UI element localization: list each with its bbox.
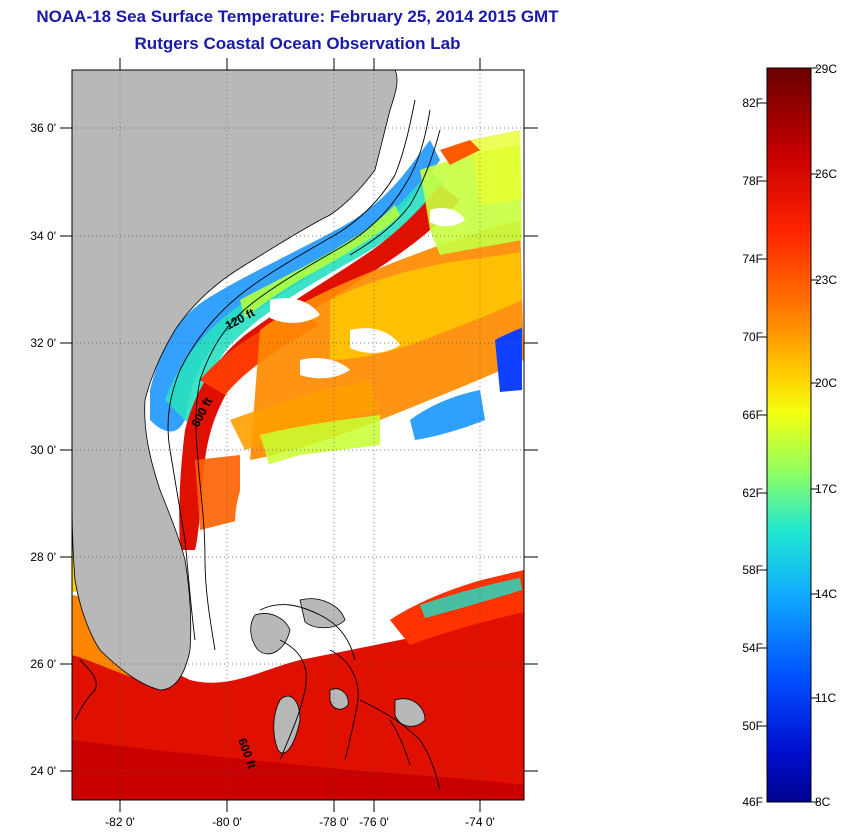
map-subtitle: Rutgers Coastal Ocean Observation Lab [134,34,461,53]
cb-f-46: 46F [742,795,763,809]
cb-f-50: 50F [742,719,763,733]
lon-label-82: -82 0' [105,815,135,829]
lat-label-24: 24 0' [30,764,56,778]
cb-f-74: 74F [742,252,763,266]
lat-label-30: 30 0' [30,443,56,457]
lon-label-80: -80 0' [212,815,242,829]
cb-f-62: 62F [742,486,763,500]
cb-c-11: 11C [815,691,836,705]
cb-c-23: 23C [815,273,837,287]
isobath-contours [74,99,441,791]
cb-c-26: 26C [815,167,837,181]
lon-label-78: -78 0' [319,815,349,829]
cb-f-78: 78F [742,174,763,188]
axis-ticks [60,58,538,812]
colorbar: 82F 78F 74F 70F 66F 62F 58F 54F 50F 46F … [742,62,837,809]
cb-f-66: 66F [742,408,763,422]
colorbar-gradient [766,67,812,803]
lon-label-74: -74 0' [465,815,495,829]
lat-label-34: 34 0' [30,229,56,243]
longitude-labels: -82 0' -80 0' -78 0' -76 0' -74 0' [105,815,495,829]
lat-label-32: 32 0' [30,336,56,350]
latitude-labels: 36 0' 34 0' 32 0' 30 0' 28 0' 26 0' 24 0… [30,121,56,778]
cb-f-82: 82F [742,96,763,110]
lat-label-26: 26 0' [30,657,56,671]
lat-label-28: 28 0' [30,550,56,564]
cb-c-8: 8C [815,795,831,809]
map-title: NOAA-18 Sea Surface Temperature: Februar… [36,7,559,26]
plot-frame [71,69,525,801]
lat-lon-grid [72,70,524,800]
cb-f-58: 58F [742,563,763,577]
cb-c-17: 17C [815,482,837,496]
cb-f-70: 70F [742,330,763,344]
cb-c-20: 20C [815,376,837,390]
lon-label-76: -76 0' [359,815,389,829]
cb-c-14: 14C [815,587,837,601]
lat-label-36: 36 0' [30,121,56,135]
cb-f-54: 54F [742,641,763,655]
cb-c-29: 29C [815,62,837,76]
